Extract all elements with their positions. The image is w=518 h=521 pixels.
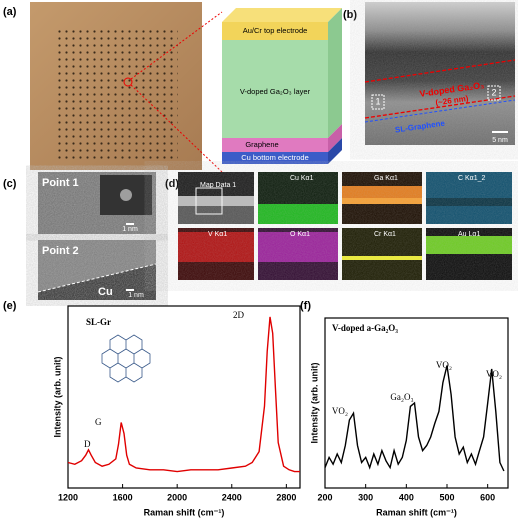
highlight bbox=[123, 77, 133, 87]
x-tick-label: 500 bbox=[439, 492, 454, 502]
eds-label: Au Lα1 bbox=[458, 231, 480, 238]
region-box bbox=[371, 94, 385, 110]
x-tick-label: 200 bbox=[317, 492, 332, 502]
annotation: Ga₂O₃ bbox=[390, 392, 413, 402]
panel-label: (b) bbox=[343, 9, 357, 21]
x-axis-label: Raman shift (cm⁻¹) bbox=[144, 507, 225, 517]
scale-label: 1 nm bbox=[128, 292, 144, 299]
region-label: 2 bbox=[491, 87, 496, 97]
graphene-line bbox=[364, 99, 516, 123]
spectrum bbox=[324, 365, 505, 472]
plot-frame bbox=[67, 305, 301, 489]
eds-maps bbox=[178, 172, 512, 280]
interface-line bbox=[364, 59, 516, 83]
scale-label: 5 nm bbox=[492, 137, 508, 144]
annotation: VO₂ bbox=[436, 360, 452, 370]
eds-label: C Kα1_2 bbox=[458, 175, 486, 182]
y-axis-label: Intensity (arb. unit) bbox=[309, 362, 319, 443]
device-stack bbox=[222, 8, 342, 164]
scale-label: 1 nm bbox=[122, 226, 138, 233]
spectrum bbox=[67, 316, 300, 473]
eds-label: Map Data 1 bbox=[200, 182, 236, 189]
x-tick-label: 600 bbox=[480, 492, 495, 502]
x-axis-label: Raman shift (cm⁻¹) bbox=[376, 507, 457, 517]
annotation: D bbox=[84, 439, 91, 449]
x-tick-label: 400 bbox=[399, 492, 414, 502]
panel-label: (c) bbox=[3, 178, 17, 190]
x-tick-label: 1600 bbox=[113, 492, 133, 502]
zoom-line bbox=[130, 11, 223, 80]
eds-label: V Kα1 bbox=[208, 231, 227, 238]
annotation: V-doped a-Ga₂O₃ bbox=[332, 323, 398, 333]
point-label: Point 1 bbox=[42, 177, 79, 189]
x-tick-label: 300 bbox=[358, 492, 373, 502]
region-label: 1 bbox=[375, 96, 380, 106]
zoom-line bbox=[130, 84, 223, 173]
eds-label: Cu Kα1 bbox=[290, 175, 314, 182]
y-axis-label: Intensity (arb. unit) bbox=[52, 356, 62, 437]
layer-label: Cu bottom electrode bbox=[241, 153, 309, 162]
annotation: VO₂ bbox=[486, 369, 502, 379]
hrtem-texture bbox=[38, 240, 156, 300]
annotation: VO₂ bbox=[332, 406, 348, 416]
annotation: G bbox=[95, 417, 102, 427]
substrate-label: Cu bbox=[98, 286, 113, 298]
eds-label: O Kα1 bbox=[290, 231, 310, 238]
annotation: 2D bbox=[233, 310, 245, 320]
device-array bbox=[58, 30, 178, 160]
tem-texture bbox=[365, 2, 515, 145]
region-box bbox=[487, 85, 501, 101]
x-tick-label: 2800 bbox=[276, 492, 296, 502]
panel-label: (f) bbox=[300, 300, 311, 312]
eds-label: Ga Kα1 bbox=[374, 175, 398, 182]
layer-label: Graphene bbox=[245, 140, 278, 149]
layer-label: V-doped Ga₂O₃ layer bbox=[240, 87, 311, 96]
graphene-lattice bbox=[101, 334, 151, 383]
x-tick-label: 2000 bbox=[167, 492, 187, 502]
point-label: Point 2 bbox=[42, 245, 79, 257]
layer-label: Au/Cr top electrode bbox=[243, 26, 308, 35]
x-tick-label: 2400 bbox=[222, 492, 242, 502]
panel-label: (d) bbox=[165, 178, 179, 190]
fft-spot bbox=[120, 189, 132, 201]
interface-line bbox=[37, 263, 157, 293]
annotation: SL-Gr bbox=[86, 317, 111, 327]
plot-frame bbox=[324, 317, 509, 489]
panel-label: (a) bbox=[3, 6, 17, 18]
x-tick-label: 1200 bbox=[58, 492, 78, 502]
panel-label: (e) bbox=[3, 300, 17, 312]
eds-label: Cr Kα1 bbox=[374, 231, 396, 238]
